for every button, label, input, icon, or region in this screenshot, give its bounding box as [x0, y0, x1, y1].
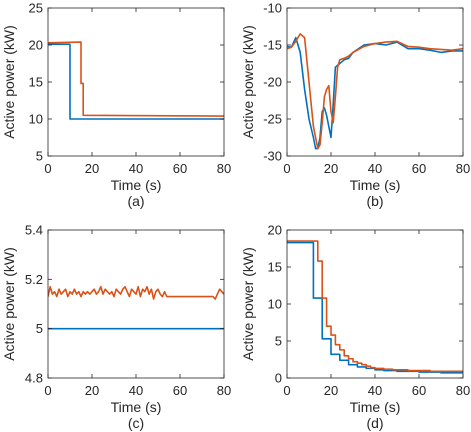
- y-axis-label: Active power (kW): [240, 247, 256, 361]
- x-tick-label: 20: [85, 383, 99, 398]
- x-tick-label: 40: [368, 161, 382, 176]
- y-tick-label: 10: [268, 297, 282, 312]
- series-line-2: [287, 240, 463, 373]
- panel-caption: (b): [366, 193, 383, 209]
- x-axis-label: Time (s): [350, 399, 401, 415]
- series-line-2: [287, 33, 463, 150]
- y-tick-label: 20: [29, 38, 43, 53]
- x-tick-label: 60: [412, 383, 426, 398]
- y-tick-label: 0: [275, 371, 282, 386]
- y-tick-label: -30: [263, 149, 282, 164]
- chart-panel-c: 0 20 40 60 80 4.8 5 5.2 5.4 Time (s) Active power …: [1, 223, 231, 432]
- plot-area: [48, 8, 224, 156]
- plot-area: [287, 8, 463, 156]
- x-tick-label: 0: [283, 383, 290, 398]
- x-tick-label: 20: [85, 161, 99, 176]
- x-tick-label: 60: [173, 383, 187, 398]
- series-line-2: [48, 285, 224, 300]
- y-tick-label: -10: [263, 1, 282, 16]
- x-tick-label: 60: [412, 161, 426, 176]
- chart-panel-b: 0 20 40 60 80 -30 -25 -20 -15 -10 Time (s) Active p…: [240, 1, 470, 210]
- y-tick-label: 5: [36, 321, 43, 336]
- x-tick-label: 20: [324, 161, 338, 176]
- y-tick-label: 5.4: [25, 223, 43, 238]
- x-tick-label: 40: [129, 383, 143, 398]
- chart-panel-a: 0 20 40 60 80 5 10 15 20 25 Time (s) Active power (…: [1, 1, 231, 210]
- y-tick-label: 5: [36, 149, 43, 164]
- y-tick-label: 5: [275, 334, 282, 349]
- y-axis-label: Active power (kW): [1, 25, 17, 139]
- y-tick-label: 4.8: [25, 371, 43, 386]
- y-tick-label: 15: [268, 260, 282, 275]
- plot-area: [287, 230, 463, 378]
- panel-caption: (a): [127, 193, 144, 209]
- y-tick-label: -25: [263, 112, 282, 127]
- x-tick-label: 0: [44, 161, 51, 176]
- x-tick-label: 80: [456, 161, 470, 176]
- x-tick-label: 20: [324, 383, 338, 398]
- series-line-1: [48, 43, 224, 120]
- series-line-2: [48, 41, 224, 117]
- y-tick-label: 25: [29, 1, 43, 16]
- y-tick-label: 5.2: [25, 272, 43, 287]
- x-tick-label: 40: [368, 383, 382, 398]
- y-tick-label: -20: [263, 75, 282, 90]
- x-tick-label: 80: [217, 383, 231, 398]
- y-tick-label: -15: [263, 38, 282, 53]
- x-tick-label: 0: [283, 161, 290, 176]
- panel-caption: (d): [366, 415, 383, 431]
- chart-panel-d: 0 20 40 60 80 0 5 10 15 20 Time (s) Active power (k…: [240, 223, 470, 432]
- plot-area: [48, 230, 224, 378]
- y-axis-label: Active power (kW): [240, 25, 256, 139]
- x-tick-label: 0: [44, 383, 51, 398]
- x-tick-label: 60: [173, 161, 187, 176]
- panel-caption: (c): [128, 415, 144, 431]
- x-tick-label: 40: [129, 161, 143, 176]
- x-tick-label: 80: [456, 383, 470, 398]
- x-tick-label: 80: [217, 161, 231, 176]
- y-axis-label: Active power (kW): [1, 247, 17, 361]
- series-line-1: [287, 36, 463, 150]
- x-axis-label: Time (s): [111, 399, 162, 415]
- y-tick-label: 20: [268, 223, 282, 238]
- x-axis-label: Time (s): [111, 177, 162, 193]
- y-tick-label: 10: [29, 112, 43, 127]
- x-axis-label: Time (s): [350, 177, 401, 193]
- y-tick-label: 15: [29, 75, 43, 90]
